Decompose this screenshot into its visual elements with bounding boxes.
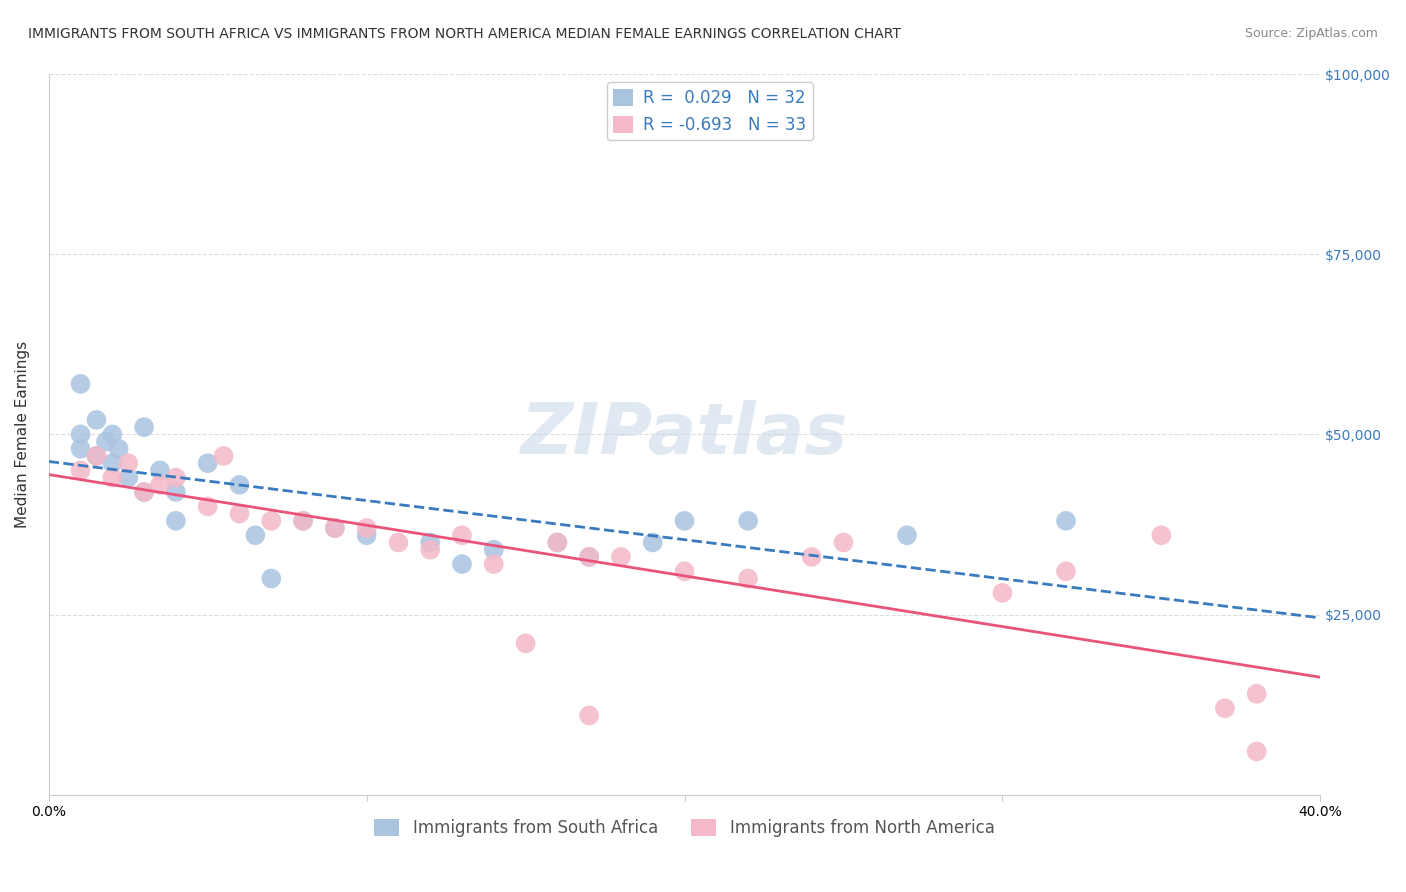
Point [117, 456, 139, 470]
Point [132, 485, 155, 500]
Point [86, 413, 108, 427]
Point [641, 535, 664, 549]
Point [69, 442, 91, 456]
Point [451, 528, 474, 542]
Point [101, 470, 124, 484]
Legend: Immigrants from South Africa, Immigrants from North America: Immigrants from South Africa, Immigrants… [368, 813, 1001, 844]
Point [323, 521, 346, 535]
Point [1150, 528, 1173, 542]
Point [165, 470, 187, 484]
Point [1246, 687, 1268, 701]
Point [69, 427, 91, 442]
Point [737, 572, 759, 586]
Point [86, 449, 108, 463]
Point [482, 557, 505, 571]
Point [292, 514, 315, 528]
Point [149, 463, 172, 477]
Point [260, 514, 283, 528]
Point [101, 456, 124, 470]
Point [1246, 744, 1268, 758]
Point [107, 442, 129, 456]
Text: IMMIGRANTS FROM SOUTH AFRICA VS IMMIGRANTS FROM NORTH AMERICA MEDIAN FEMALE EARN: IMMIGRANTS FROM SOUTH AFRICA VS IMMIGRAN… [28, 27, 901, 41]
Point [1054, 514, 1077, 528]
Point [323, 521, 346, 535]
Point [132, 485, 155, 500]
Point [245, 528, 267, 542]
Point [546, 535, 568, 549]
Point [197, 500, 219, 514]
Point [228, 507, 250, 521]
Point [578, 549, 600, 564]
Point [197, 456, 219, 470]
Point [610, 549, 633, 564]
Point [69, 463, 91, 477]
Point [165, 514, 187, 528]
Point [387, 535, 409, 549]
Point [165, 485, 187, 500]
Point [69, 376, 91, 391]
Point [482, 542, 505, 557]
Point [546, 535, 568, 549]
Point [515, 636, 537, 650]
Point [832, 535, 855, 549]
Point [260, 572, 283, 586]
Point [673, 564, 696, 578]
Point [86, 449, 108, 463]
Point [356, 528, 378, 542]
Point [451, 557, 474, 571]
Point [991, 586, 1014, 600]
Point [737, 514, 759, 528]
Point [212, 449, 235, 463]
Point [419, 542, 441, 557]
Point [149, 478, 172, 492]
Text: ZIPatlas: ZIPatlas [520, 400, 848, 469]
Point [117, 470, 139, 484]
Point [101, 427, 124, 442]
Point [1054, 564, 1077, 578]
Point [292, 514, 315, 528]
Y-axis label: Median Female Earnings: Median Female Earnings [15, 341, 30, 528]
Point [578, 708, 600, 723]
Point [673, 514, 696, 528]
Point [356, 521, 378, 535]
Text: Source: ZipAtlas.com: Source: ZipAtlas.com [1244, 27, 1378, 40]
Point [1213, 701, 1236, 715]
Point [132, 420, 155, 434]
Point [228, 478, 250, 492]
Point [896, 528, 918, 542]
Point [800, 549, 823, 564]
Point [578, 549, 600, 564]
Point [94, 434, 117, 449]
Point [419, 535, 441, 549]
